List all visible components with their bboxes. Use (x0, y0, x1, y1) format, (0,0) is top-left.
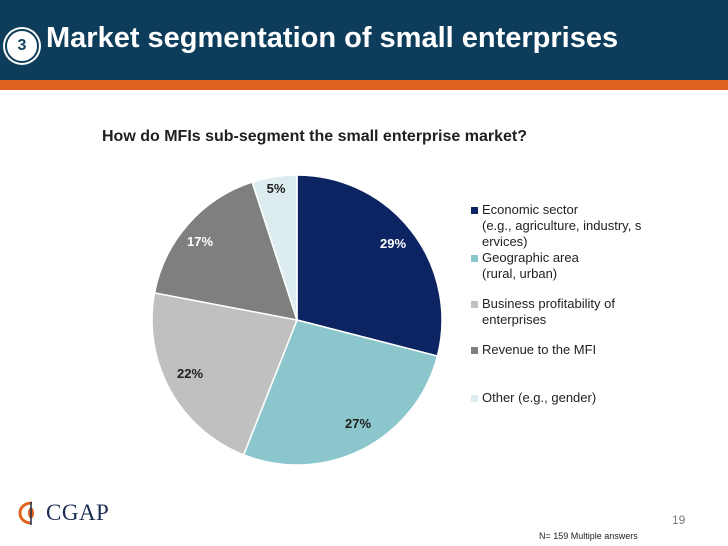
pie-slice (151, 291, 299, 456)
legend-swatch (471, 207, 478, 214)
legend-swatch (471, 347, 478, 354)
legend-item: Other (e.g., gender) (471, 390, 667, 406)
page-title: Market segmentation of small enterprises (46, 22, 619, 54)
legend-swatch (471, 255, 478, 262)
legend-swatch (471, 395, 478, 402)
legend-label: Revenue to the MFI (482, 342, 597, 357)
pie-slice (296, 174, 443, 357)
pie-slice (242, 319, 439, 466)
legend-item: Economic sector (e.g., agriculture, indus… (471, 202, 667, 250)
cgap-logo: CGAP (18, 499, 109, 527)
slice-label: 5% (267, 181, 286, 196)
pie-slice (251, 174, 298, 321)
legend-item: Business profitability of enterprises (471, 296, 667, 328)
legend-label: Other (e.g., gender) (482, 390, 597, 405)
slice-label: 27% (345, 416, 371, 431)
page-number: 19 (672, 513, 686, 527)
slice-label: 22% (177, 366, 203, 381)
chart-title: How do MFIs sub-segment the small enterp… (102, 128, 527, 145)
legend-label: Geographic area (rural, urban) (482, 250, 579, 281)
header-bar (0, 0, 728, 80)
footnote: N= 159 Multiple answers (539, 531, 638, 541)
legend-swatch (471, 301, 478, 308)
cgap-logo-text: CGAP (46, 500, 110, 525)
legend-label: Business profitability of enterprises (482, 296, 615, 327)
slice-label: 29% (380, 236, 406, 251)
legend-label: Economic sector (e.g., agriculture, indus… (482, 202, 642, 249)
cgap-logo-mark-icon (18, 501, 34, 525)
header-accent-band (0, 80, 728, 90)
legend-item: Revenue to the MFI (471, 342, 667, 358)
legend-item: Geographic area (rural, urban) (471, 250, 667, 282)
pie-slice (153, 181, 299, 321)
slide-number-badge: 3 (5, 29, 39, 63)
slice-label: 17% (187, 234, 213, 249)
